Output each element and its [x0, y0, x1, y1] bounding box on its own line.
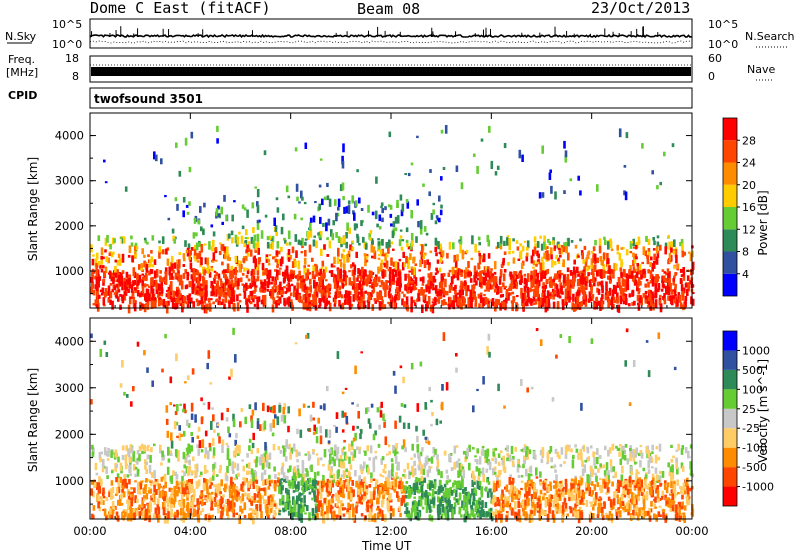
velocity-colorbar-segment [723, 331, 737, 351]
velocity-ytick-label: 2000 [55, 427, 84, 441]
freq-band [91, 67, 691, 76]
velocity-colorbar-segment [723, 350, 737, 370]
xtick-label: 04:00 [174, 524, 207, 538]
velocity-colorbar-segment [723, 408, 737, 429]
xtick-label: 16:00 [475, 524, 508, 538]
freq-tick-top: 18 [65, 52, 79, 65]
power-colorbar-segment [723, 184, 737, 207]
nsearch-trace [89, 40, 691, 44]
freq-label-line2: [MHz] [6, 66, 39, 79]
power-heatmap [90, 125, 695, 314]
nave-tick-top: 60 [708, 52, 722, 65]
cpid-value: twofsound 3501 [94, 92, 203, 106]
nsky-label: N.Sky [5, 30, 37, 43]
xtick-label: 20:00 [575, 524, 608, 538]
freq-label-line1: Freq. [8, 53, 36, 66]
power-colorbar-tick-label: 4 [742, 268, 749, 281]
velocity-colorbar-segment [723, 428, 737, 448]
power-ytick-label: 4000 [55, 129, 84, 143]
velocity-heatmap [90, 327, 695, 525]
power-colorbar-tick-label: 28 [742, 134, 756, 147]
power-colorbar-segment [723, 273, 737, 296]
power-colorbar-segment [723, 229, 737, 252]
velocity-ytick-label: 4000 [55, 334, 84, 348]
power-ytick-label: 3000 [55, 174, 84, 188]
nsky-tick-top: 10^5 [52, 18, 83, 31]
freq-panel [89, 55, 693, 83]
nsearch-tick-top: 10^5 [708, 18, 739, 31]
power-ytick-label: 1000 [55, 264, 84, 278]
freq-tick-bottom: 8 [72, 70, 79, 83]
power-colorbar-segment [723, 207, 737, 230]
velocity-colorbar-tick-label: 1000 [742, 344, 770, 357]
velocity-colorbar-segment [723, 447, 737, 468]
cpid-label: CPID [8, 89, 38, 102]
xtick-label: 00:00 [73, 524, 106, 538]
power-colorbar-tick-label: 12 [742, 223, 756, 236]
xtick-label: 12:00 [374, 524, 407, 538]
velocity-colorbar-tick-label: -500 [742, 461, 767, 474]
nsky-trace [89, 33, 692, 39]
power-colorbar-tick-label: 16 [742, 201, 756, 214]
nave-tick-bottom: 0 [708, 70, 715, 83]
velocity-colorbar-segment [723, 486, 737, 506]
nsearch-label: N.Search [745, 30, 795, 43]
velocity-colorbar-segment [723, 369, 737, 390]
xtick-label: 00:00 [675, 524, 708, 538]
velocity-colorbar-tick-label: 500 [742, 364, 763, 377]
velocity-colorbar-tick-label: -100 [742, 442, 767, 455]
velocity-ytick-label: 3000 [55, 381, 84, 395]
power-colorbar-segment [723, 140, 737, 163]
power-colorbar-segment [723, 162, 737, 185]
velocity-colorbar-tick-label: -25 [742, 422, 760, 435]
power-colorbar-segment [723, 118, 737, 141]
velocity-colorbar-segment [723, 389, 737, 409]
x-axis-title: Time UT [362, 539, 412, 553]
power-ytick-label: 2000 [55, 219, 84, 233]
velocity-colorbar-frame [722, 330, 738, 507]
velocity-colorbar-tick-label: -1000 [742, 481, 774, 494]
beam-title: Beam 08 [357, 0, 421, 18]
power-colorbar-segment [723, 251, 737, 274]
xtick-label: 08:00 [274, 524, 307, 538]
velocity-colorbar-tick-label: 25 [742, 403, 756, 416]
power-colorbar-tick-label: 20 [742, 179, 756, 192]
power-colorbar-tick-label: 24 [742, 157, 756, 170]
nave-label: Nave [747, 63, 776, 76]
nsky-tick-bottom: 10^0 [52, 38, 83, 51]
nsky-panel [89, 18, 693, 49]
station-title: Dome C East (fitACF) [90, 0, 271, 17]
nsearch-tick-bottom: 10^0 [708, 38, 739, 51]
power-colorbar-tick-label: 8 [742, 246, 749, 259]
velocity-ytick-label: 1000 [55, 474, 84, 488]
date-title: 23/Oct/2013 [591, 0, 691, 17]
velocity-colorbar-segment [723, 467, 737, 487]
velocity-colorbar-tick-label: 100 [742, 383, 763, 396]
cpid-panel [89, 87, 693, 109]
